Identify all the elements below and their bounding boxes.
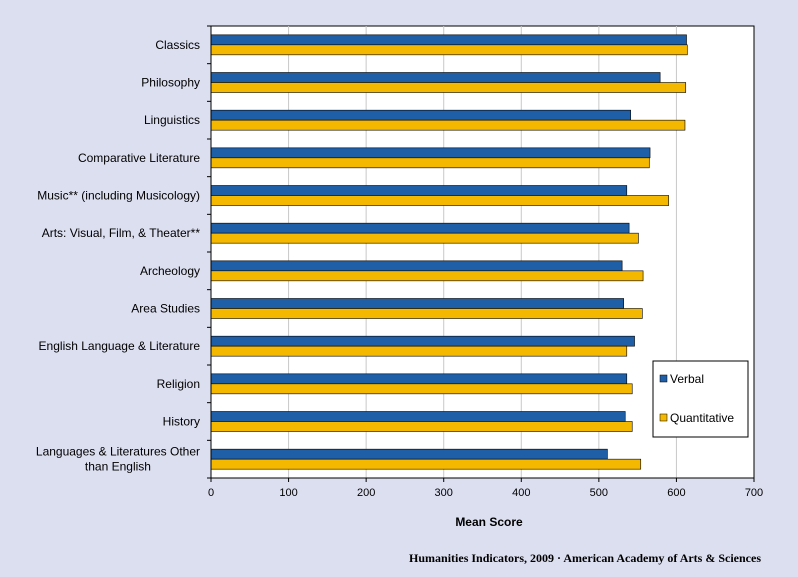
bar-verbal-10	[210, 411, 626, 422]
category-label: Linguistics	[144, 113, 200, 127]
bar-verbal-4	[210, 185, 628, 196]
bar-verbal-1	[210, 72, 661, 83]
bar-quantitative-11	[210, 458, 642, 470]
bar-verbal-9	[210, 373, 628, 385]
bar-verbal-0	[210, 34, 687, 46]
bar-quantitative-7	[210, 308, 643, 319]
bar-quantitative-8	[210, 345, 628, 357]
x-tick-label: 500	[590, 487, 608, 499]
category-label: Arts: Visual, Film, & Theater**	[42, 226, 201, 240]
x-tick-label: 700	[745, 487, 763, 499]
x-tick-label: 300	[435, 487, 453, 499]
bar-quantitative-10	[210, 421, 633, 432]
x-axis-title: Mean Score	[455, 515, 523, 529]
bar-verbal-2	[210, 109, 631, 121]
x-tick-label: 100	[279, 487, 297, 499]
category-label: Religion	[157, 377, 200, 391]
category-label: Music** (including Musicology)	[37, 189, 200, 203]
category-label: than English	[85, 460, 151, 474]
bar-quantitative-2	[210, 119, 686, 131]
bar-verbal-7	[210, 298, 624, 309]
bar-verbal-11	[210, 448, 608, 460]
legend-box	[652, 360, 749, 438]
x-tick-label: 400	[512, 487, 530, 499]
category-label: English Language & Literature	[39, 339, 201, 353]
x-tick-label: 0	[208, 487, 214, 499]
category-labels: Classics Philosophy Linguistics Comparative…	[36, 38, 200, 474]
category-label: Philosophy	[141, 76, 200, 90]
legend-label-verbal: Verbal	[670, 372, 704, 386]
bar-quantitative-5	[210, 232, 639, 244]
bar-quantitative-1	[210, 82, 687, 93]
bar-quantitative-0	[210, 44, 688, 56]
legend-swatch-verbal	[659, 374, 668, 383]
legend: Verbal Quantitative	[652, 360, 749, 438]
bar-quantitative-6	[210, 270, 644, 282]
category-label: Area Studies	[131, 302, 200, 316]
bar-quantitative-9	[210, 383, 633, 395]
bar-verbal-5	[210, 222, 630, 234]
axes: 0 100 200 300 400 500 600 700	[207, 25, 763, 499]
category-label: Languages & Literatures Other	[36, 445, 200, 459]
bar-verbal-8	[210, 335, 635, 347]
category-label: Archeology	[140, 264, 200, 278]
bar-quantitative-3	[210, 157, 650, 169]
category-label: Comparative Literature	[78, 151, 200, 165]
category-label: History	[163, 415, 200, 429]
source-note: Humanities Indicators, 2009 · American A…	[409, 551, 761, 565]
legend-swatch-quantitative	[659, 413, 668, 422]
bar-verbal-6	[210, 260, 623, 272]
x-tick-label: 200	[357, 487, 375, 499]
legend-label-quantitative: Quantitative	[670, 411, 734, 425]
bar-quantitative-4	[210, 195, 669, 206]
x-tick-label: 600	[667, 487, 685, 499]
category-label: Classics	[155, 38, 200, 52]
bar-verbal-3	[210, 147, 651, 159]
